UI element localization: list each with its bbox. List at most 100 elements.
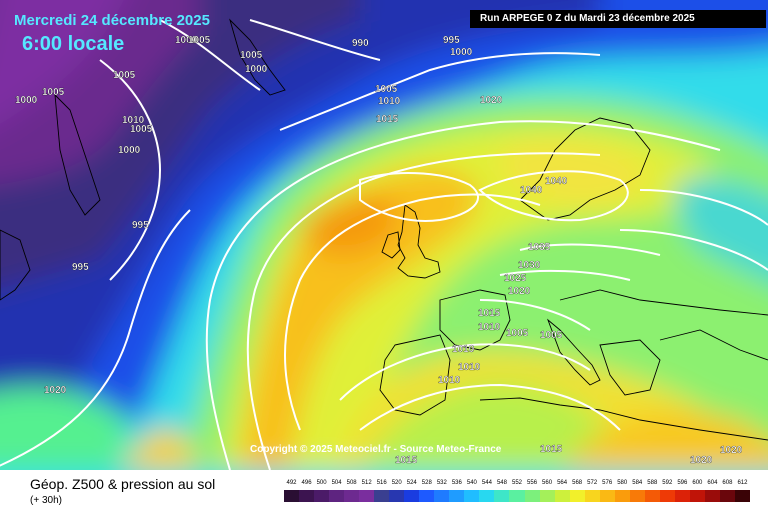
isobar-label: 1020 (690, 455, 713, 466)
scale-label: 516 (376, 480, 387, 486)
scale-label: 512 (361, 480, 372, 486)
scale-label: 600 (692, 480, 703, 486)
scale-swatch (719, 490, 735, 502)
scale-label: 564 (557, 480, 568, 486)
z500-map: 9909959959951000100010001000100010051005… (0, 0, 768, 470)
isobar-label: 1010 (122, 115, 145, 126)
scale-swatch (599, 490, 615, 502)
isobar-label: 1010 (452, 344, 475, 355)
scale-label: 548 (496, 480, 507, 486)
valid-date-label: Mercredi 24 décembre 2025 (14, 12, 210, 29)
scale-label: 592 (662, 480, 673, 486)
isobar-label: 1005 (42, 87, 65, 98)
scale-swatch (584, 490, 600, 502)
coastlines (0, 18, 768, 441)
scale-swatch (539, 490, 555, 502)
scale-label: 572 (587, 480, 598, 486)
isobar-label: 1010 (478, 322, 501, 333)
scale-label: 536 (451, 480, 462, 486)
scale-label: 508 (346, 480, 357, 486)
isobar-label: 1005 (240, 50, 263, 61)
scale-swatch (479, 490, 495, 502)
isobar-label: 1030 (518, 260, 541, 271)
field-title: Géop. Z500 & pression au sol (30, 476, 216, 492)
forecast-offset: (+ 30h) (30, 495, 62, 506)
isobar-label: 990 (352, 38, 369, 49)
copyright-label: Copyright © 2025 Meteociel.fr - Source M… (250, 444, 502, 455)
isobar-label: 1020 (480, 95, 503, 106)
isobar-label: 1025 (504, 273, 527, 284)
scale-label: 560 (542, 480, 553, 486)
scale-label: 552 (511, 480, 522, 486)
scale-swatch (644, 490, 660, 502)
scale-label: 504 (331, 480, 342, 486)
scale-swatch (329, 490, 345, 502)
scale-swatch (299, 490, 315, 502)
isobar-lines (0, 19, 768, 470)
isobar-label: 1035 (528, 242, 551, 253)
scale-swatch (674, 490, 690, 502)
scale-swatch (314, 490, 330, 502)
valid-hour-label: 6:00 locale (22, 33, 125, 55)
run-info-label: Run ARPEGE 0 Z du Mardi 23 décembre 2025 (470, 10, 766, 28)
scale-swatch (689, 490, 705, 502)
scale-swatch (659, 490, 675, 502)
scale-label: 580 (617, 480, 628, 486)
scale-swatch (734, 490, 750, 502)
isobar-label: 995 (443, 35, 460, 46)
scale-label: 544 (481, 480, 492, 486)
scale-label: 532 (436, 480, 447, 486)
scale-swatch (569, 490, 585, 502)
isobar-label: 1015 (540, 444, 563, 455)
scale-label: 588 (647, 480, 658, 486)
scale-swatch (284, 490, 300, 502)
scale-label: 604 (707, 480, 718, 486)
scale-label: 540 (466, 480, 477, 486)
isobar-label: 1015 (395, 455, 418, 466)
scale-swatch (509, 490, 525, 502)
scale-label: 556 (527, 480, 538, 486)
isobar-label: 1000 (175, 35, 198, 46)
scale-swatch (464, 490, 480, 502)
color-scale (284, 490, 750, 502)
isobar-label: 995 (72, 262, 89, 273)
scale-swatch (554, 490, 570, 502)
scale-label: 528 (421, 480, 432, 486)
isobar-label: 1000 (118, 145, 141, 156)
scale-label: 596 (677, 480, 688, 486)
isobar-label: 1040 (545, 176, 568, 187)
scale-swatch (344, 490, 360, 502)
isobar-label: 1005 (506, 328, 529, 339)
scale-label: 568 (572, 480, 583, 486)
isobar-label: 1000 (245, 64, 268, 75)
isobar-label: 1015 (376, 114, 399, 125)
isobar-label: 1010 (438, 375, 461, 386)
legend-footer: Géop. Z500 & pression au sol (+ 30h) 492… (0, 470, 768, 512)
scale-labels: 492 496 500 504 508 512 516 520 524 528 532 536 540 5… (284, 480, 750, 490)
scale-label: 500 (316, 480, 327, 486)
scale-swatch (449, 490, 465, 502)
scale-swatch (704, 490, 720, 502)
isobar-label: 1020 (508, 286, 531, 297)
scale-swatch (629, 490, 645, 502)
isobar-label: 1000 (450, 47, 473, 58)
isobar-label: 1005 (113, 70, 136, 81)
isobar-label: 1005 (540, 330, 563, 341)
scale-label: 608 (722, 480, 733, 486)
isobar-label: 1020 (44, 385, 67, 396)
scale-label: 584 (632, 480, 643, 486)
isobar-labels: 9909959959951000100010001000100010051005… (15, 35, 743, 466)
scale-swatch (389, 490, 405, 502)
scale-swatch (419, 490, 435, 502)
scale-label: 492 (286, 480, 297, 486)
isobar-label: 995 (132, 220, 149, 231)
scale-swatch (614, 490, 630, 502)
isobar-label: 1010 (378, 96, 401, 107)
scale-swatch (359, 490, 375, 502)
scale-swatch (434, 490, 450, 502)
isobar-label: 1005 (375, 84, 398, 95)
isobar-label: 1005 (188, 35, 211, 46)
scale-swatch (404, 490, 420, 502)
scale-swatch (374, 490, 390, 502)
